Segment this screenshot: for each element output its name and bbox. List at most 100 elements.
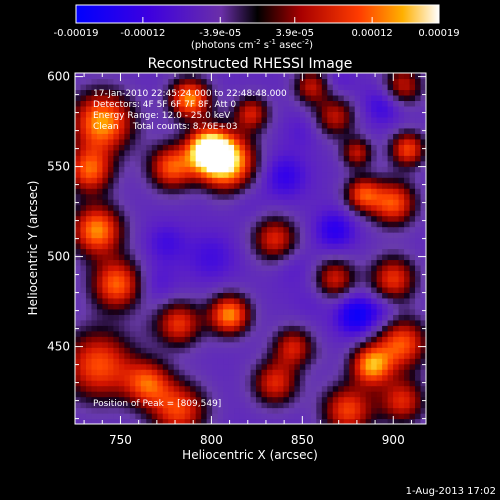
heatmap-cell — [239, 396, 246, 403]
heatmap-cell — [129, 286, 136, 293]
heatmap-cell — [80, 374, 87, 381]
heatmap-cell — [393, 319, 400, 326]
heatmap-cell — [321, 116, 328, 123]
heatmap-cell — [184, 292, 191, 299]
heatmap-cell — [102, 89, 109, 96]
heatmap-cell — [288, 116, 295, 123]
heatmap-cell — [376, 391, 383, 398]
heatmap-cell — [327, 116, 334, 123]
heatmap-cell — [321, 303, 328, 310]
heatmap-cell — [217, 116, 224, 123]
heatmap-cell — [360, 303, 367, 310]
heatmap-cell — [382, 363, 389, 370]
heatmap-cell — [360, 369, 367, 376]
heatmap-cell — [223, 193, 230, 200]
heatmap-cell — [201, 232, 208, 239]
heatmap-cell — [184, 297, 191, 304]
heatmap-cell — [201, 177, 208, 184]
heatmap-cell — [376, 237, 383, 244]
heatmap-cell — [173, 380, 180, 387]
heatmap-cell — [277, 314, 284, 321]
peak-position-label: Position of Peak = [809,549] — [93, 399, 221, 409]
heatmap-cell — [212, 363, 219, 370]
heatmap-cell — [228, 396, 235, 403]
heatmap-cell — [360, 347, 367, 354]
heatmap-cell — [201, 314, 208, 321]
heatmap-cell — [272, 418, 279, 424]
heatmap-cell — [288, 259, 295, 266]
heatmap-cell — [234, 341, 241, 348]
heatmap-cell — [162, 226, 169, 233]
heatmap-cell — [393, 418, 400, 424]
heatmap-cell — [107, 352, 114, 359]
heatmap-cell — [162, 144, 169, 151]
heatmap-cell — [184, 133, 191, 140]
heatmap-cell — [91, 182, 98, 189]
heatmap-cell — [360, 182, 367, 189]
heatmap-cell — [157, 221, 164, 228]
heatmap-cell — [217, 369, 224, 376]
heatmap-cell — [415, 160, 422, 167]
heatmap-cell — [245, 144, 252, 151]
heatmap-cell — [338, 210, 345, 217]
heatmap-cell — [75, 281, 82, 288]
heatmap-cell — [294, 330, 301, 337]
heatmap-cell — [239, 243, 246, 250]
heatmap-cell — [261, 155, 268, 162]
heatmap-cell — [409, 248, 416, 255]
heatmap-cell — [135, 292, 142, 299]
heatmap-cell — [338, 391, 345, 398]
heatmap-cell — [360, 215, 367, 222]
heatmap-cell — [294, 232, 301, 239]
heatmap-cell — [146, 248, 153, 255]
heatmap-cell — [294, 352, 301, 359]
heatmap-cell — [151, 138, 158, 145]
heatmap-cell — [272, 369, 279, 376]
heatmap-cell — [80, 297, 87, 304]
heatmap-cell — [212, 188, 219, 195]
heatmap-cell — [382, 402, 389, 409]
heatmap-cell — [332, 286, 339, 293]
heatmap-cell — [206, 319, 213, 326]
heatmap-cell — [201, 380, 208, 387]
heatmap-cell — [343, 253, 350, 261]
heatmap-cell — [321, 352, 328, 359]
heatmap-cell — [299, 358, 306, 365]
heatmap-cell — [195, 396, 202, 403]
heatmap-cell — [354, 78, 361, 85]
heatmap-cell — [80, 100, 87, 107]
heatmap-cell — [195, 275, 202, 282]
heatmap-cell — [316, 182, 323, 189]
heatmap-cell — [354, 226, 361, 233]
heatmap-cell — [234, 358, 241, 365]
heatmap-cell — [102, 330, 109, 337]
heatmap-cell — [415, 358, 422, 365]
heatmap-cell — [398, 374, 405, 381]
heatmap-cell — [113, 105, 120, 112]
heatmap-cell — [310, 259, 317, 266]
heatmap-cell — [415, 127, 422, 134]
heatmap-cell — [349, 391, 356, 398]
heatmap-cell — [288, 303, 295, 310]
heatmap-cell — [360, 413, 367, 420]
heatmap-cell — [327, 122, 334, 129]
heatmap-cell — [124, 319, 131, 326]
heatmap-cell — [294, 281, 301, 288]
heatmap-cell — [239, 78, 246, 85]
heatmap-cell — [272, 292, 279, 299]
heatmap-cell — [409, 396, 416, 403]
heatmap-cell — [349, 94, 356, 102]
heatmap-cell — [283, 127, 290, 134]
heatmap-cell — [288, 270, 295, 277]
heatmap-cell — [283, 369, 290, 376]
heatmap-cell — [102, 259, 109, 266]
heatmap-cell — [179, 177, 186, 184]
heatmap-cell — [305, 297, 312, 304]
heatmap-cell — [113, 413, 120, 420]
heatmap-cell — [212, 182, 219, 189]
heatmap-cell — [135, 253, 142, 261]
heatmap-cell — [107, 407, 114, 414]
heatmap-cell — [140, 325, 147, 332]
heatmap-cell — [365, 100, 372, 107]
heatmap-cell — [113, 396, 120, 403]
